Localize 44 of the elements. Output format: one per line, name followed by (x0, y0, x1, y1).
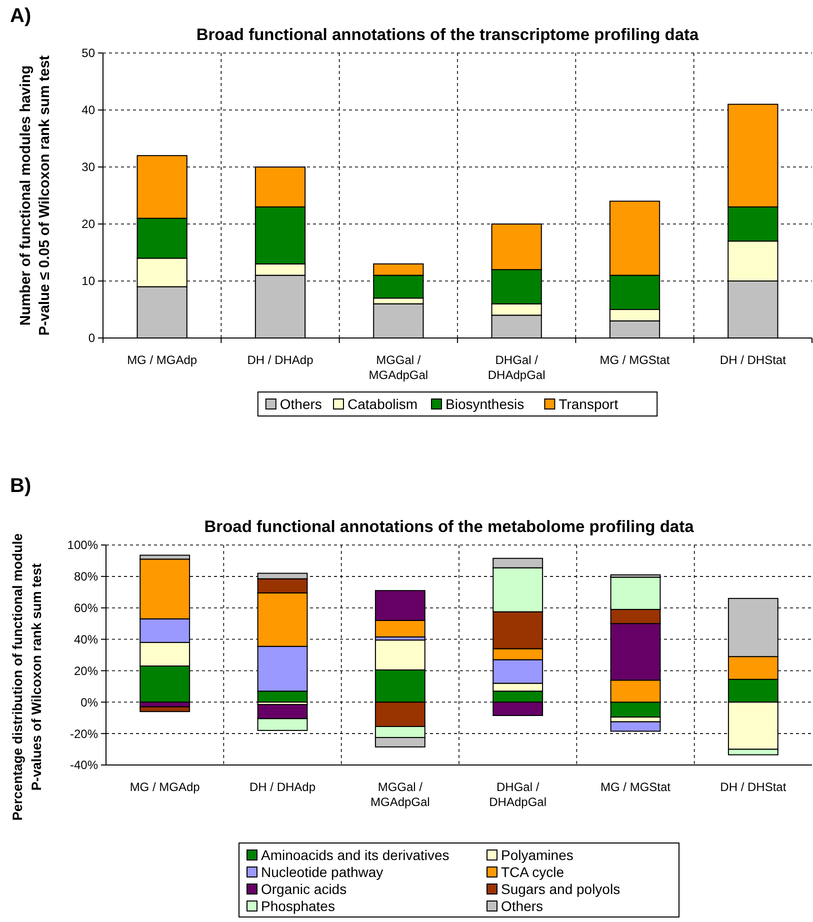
legend-label: Phosphates (261, 898, 335, 914)
y-tick-label: -20% (70, 726, 98, 741)
x-tick-label: DH / DHStat (720, 353, 787, 367)
y-tick-label: 20% (74, 664, 98, 678)
y-tick-label: 30 (82, 160, 96, 174)
legend-label: Polyamines (501, 846, 574, 863)
y-tick-label: 0% (80, 695, 98, 710)
legend-label: Transport (558, 396, 618, 412)
x-tick-label: DH / DHStat (720, 780, 787, 794)
legend-label: Nucleotide pathway (261, 864, 384, 880)
y-tick-label: 40 (82, 103, 96, 118)
x-tick-label: MG / MGAdp (130, 780, 200, 794)
x-tick-label: MGGal / MGAdpGal (370, 780, 430, 809)
x-tick-label: MGGal / MGAdpGal (368, 353, 428, 382)
legend-label: Others (280, 396, 322, 412)
y-tick-label: -40% (70, 758, 98, 772)
y-tick-label: 80% (74, 570, 98, 584)
x-tick-label: DHGal / DHAdpGal (488, 353, 546, 382)
y-tick-label: 100% (67, 538, 98, 552)
x-tick-label: DHGal / DHAdpGal (489, 780, 547, 809)
y-tick-label: 50 (82, 46, 96, 60)
y-axis-title: Number of functional modules having P-value ≤ 0.05 of Wilcoxon rank sum test (18, 55, 53, 336)
y-tick-label: 40% (74, 632, 98, 646)
legend-label: Biosynthesis (446, 396, 524, 412)
y-tick-label: 20 (82, 217, 96, 232)
chart-title: Broad functional annotations of the transcriptome profiling data (196, 26, 700, 44)
text: A) (10, 5, 32, 27)
x-tick-label: MG / MGAdp (127, 353, 198, 367)
y-axis-title: Percentage distribution of functional module P-values of Wilcoxon rank sum test (10, 532, 44, 821)
legend-label: Organic acids (261, 880, 347, 897)
legend-label: Others (501, 898, 544, 914)
y-tick-label: 10 (82, 274, 96, 288)
x-tick-label: DH / DHAdp (247, 353, 314, 367)
y-tick-label: 60% (74, 601, 98, 616)
x-tick-label: DH / DHAdp (249, 780, 316, 794)
y-tick-label: 0 (88, 331, 96, 346)
chart-title: Broad functional annotations of the metabolome profiling data (204, 518, 695, 536)
legend-label: Aminoacids and its derivatives (261, 846, 450, 863)
x-tick-label: MG / MGStat (600, 353, 670, 367)
text: B) (10, 475, 32, 497)
legend-label: Sugars and polyols (501, 880, 620, 897)
x-tick-label: MG / MGStat (600, 780, 672, 794)
legend-label: Catabolism (348, 396, 418, 412)
legend-label: TCA cycle (501, 864, 564, 880)
